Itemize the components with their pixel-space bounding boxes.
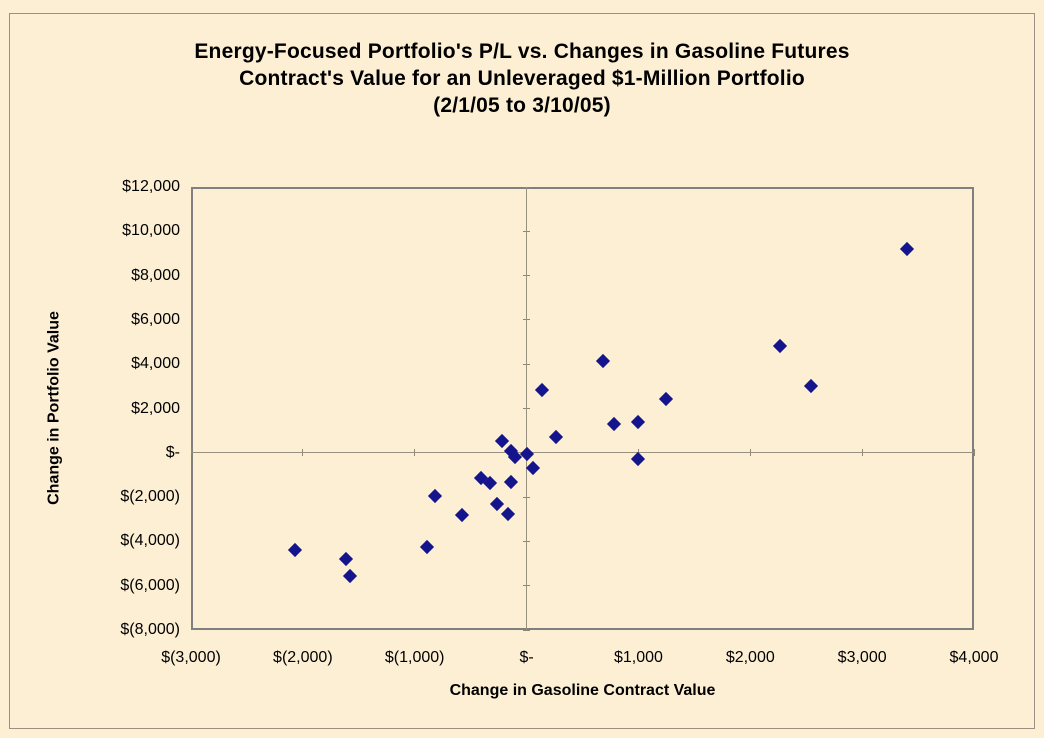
x-tick-label: $3,000 — [837, 649, 887, 666]
y-tick-label: $(2,000) — [120, 488, 180, 506]
chart-title-line-2: Contract's Value for an Unleveraged $1-M… — [239, 67, 805, 90]
x-axis-line — [191, 452, 974, 454]
chart-title-line-1: Energy-Focused Portfolio's P/L vs. Chang… — [194, 40, 850, 63]
y-tick-label: $10,000 — [122, 222, 180, 240]
x-tick-label: $2,000 — [725, 649, 775, 666]
plot-area — [191, 187, 974, 630]
chart-title-line-3: (2/1/05 to 3/10/05) — [433, 94, 611, 117]
y-tick-label: $6,000 — [131, 310, 180, 328]
chart-title: Energy-Focused Portfolio's P/L vs. Chang… — [0, 38, 1044, 119]
y-tick-label: $(4,000) — [120, 532, 180, 550]
x-tick-label: $(3,000) — [161, 649, 221, 666]
y-tick-label: $4,000 — [131, 355, 180, 373]
x-tick-label: $- — [519, 649, 534, 666]
y-tick-label: $2,000 — [131, 399, 180, 417]
y-tick-label: $8,000 — [131, 266, 180, 284]
y-axis-line — [526, 187, 528, 630]
x-tick-label: $(2,000) — [273, 649, 333, 666]
x-tick-label: $1,000 — [613, 649, 663, 666]
x-axis-title: Change in Gasoline Contract Value — [449, 682, 716, 699]
y-axis-tick — [523, 629, 531, 631]
y-tick-label: $(6,000) — [120, 576, 180, 594]
x-tick-label: $(1,000) — [384, 649, 445, 666]
y-tick-label: $12,000 — [122, 178, 180, 195]
x-tick-label: $4,000 — [949, 649, 999, 666]
y-tick-label: $- — [165, 443, 180, 461]
x-axis-tick — [973, 449, 975, 457]
y-tick-label: $(8,000) — [120, 621, 180, 638]
chart-area-border — [9, 13, 1035, 729]
